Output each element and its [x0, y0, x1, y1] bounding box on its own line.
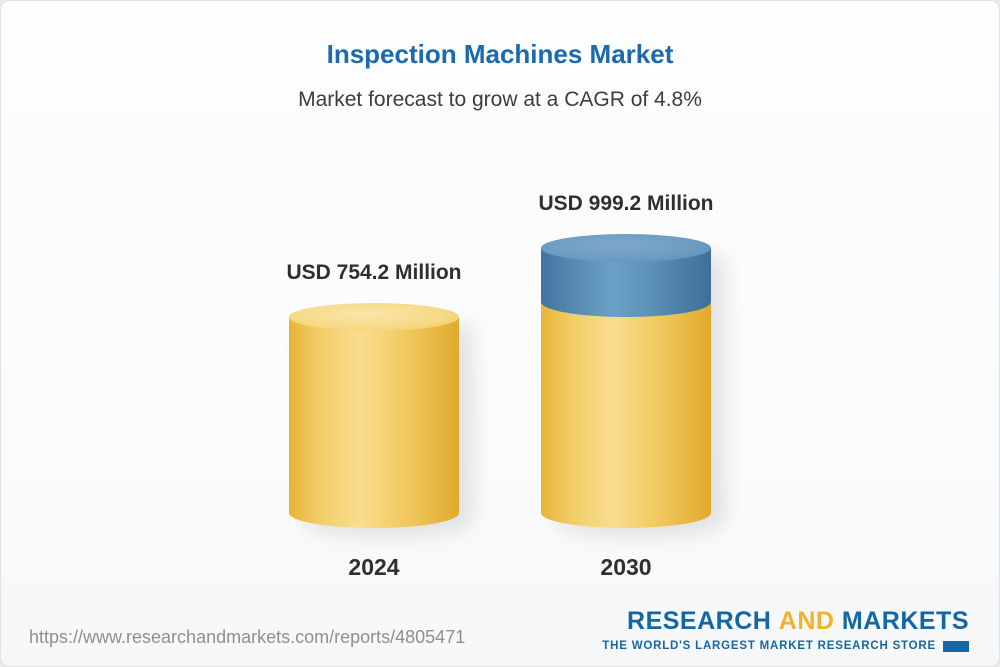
value-label-2030: USD 999.2 Million — [538, 192, 714, 215]
cylinder-2030-top-cap — [541, 234, 711, 262]
cylinder-2024-base-segment — [289, 317, 459, 528]
logo-tagline: THE WORLD'S LARGEST MARKET RESEARCH STOR… — [602, 640, 936, 652]
chart-area: USD 754.2 Million 2024 USD 999.2 Million — [1, 161, 999, 581]
category-label-2024: 2024 — [348, 554, 400, 580]
logo-word-and: AND — [778, 607, 835, 635]
cylinder-2030 — [541, 234, 752, 544]
chart-header: Inspection Machines Market Market foreca… — [1, 39, 999, 112]
logo-wordmark: RESEARCH AND MARKETS — [627, 607, 969, 636]
cylinder-2024 — [289, 303, 500, 544]
bar-group-2024: USD 754.2 Million 2024 — [279, 261, 500, 581]
chart-title: Inspection Machines Market — [326, 39, 674, 69]
logo-word-research: RESEARCH — [627, 607, 772, 635]
cylinder-2024-top-cap — [289, 303, 459, 331]
category-label-2030: 2030 — [600, 554, 652, 580]
logo-accent-block — [943, 640, 969, 652]
report-url: https://www.researchandmarkets.com/repor… — [29, 627, 466, 647]
logo-word-markets: MARKETS — [841, 607, 969, 635]
bar-group-2030: USD 999.2 Million 2030 — [531, 192, 752, 581]
cylinder-2024-body — [289, 303, 500, 544]
research-and-markets-logo: RESEARCH AND MARKETS THE WORLD'S LARGEST… — [602, 607, 969, 652]
chart-subtitle: Market forecast to grow at a CAGR of 4.8… — [298, 88, 702, 111]
logo-tagline-row: THE WORLD'S LARGEST MARKET RESEARCH STOR… — [602, 640, 969, 652]
cylinder-2030-body — [541, 234, 752, 544]
value-label-2024: USD 754.2 Million — [286, 261, 462, 284]
